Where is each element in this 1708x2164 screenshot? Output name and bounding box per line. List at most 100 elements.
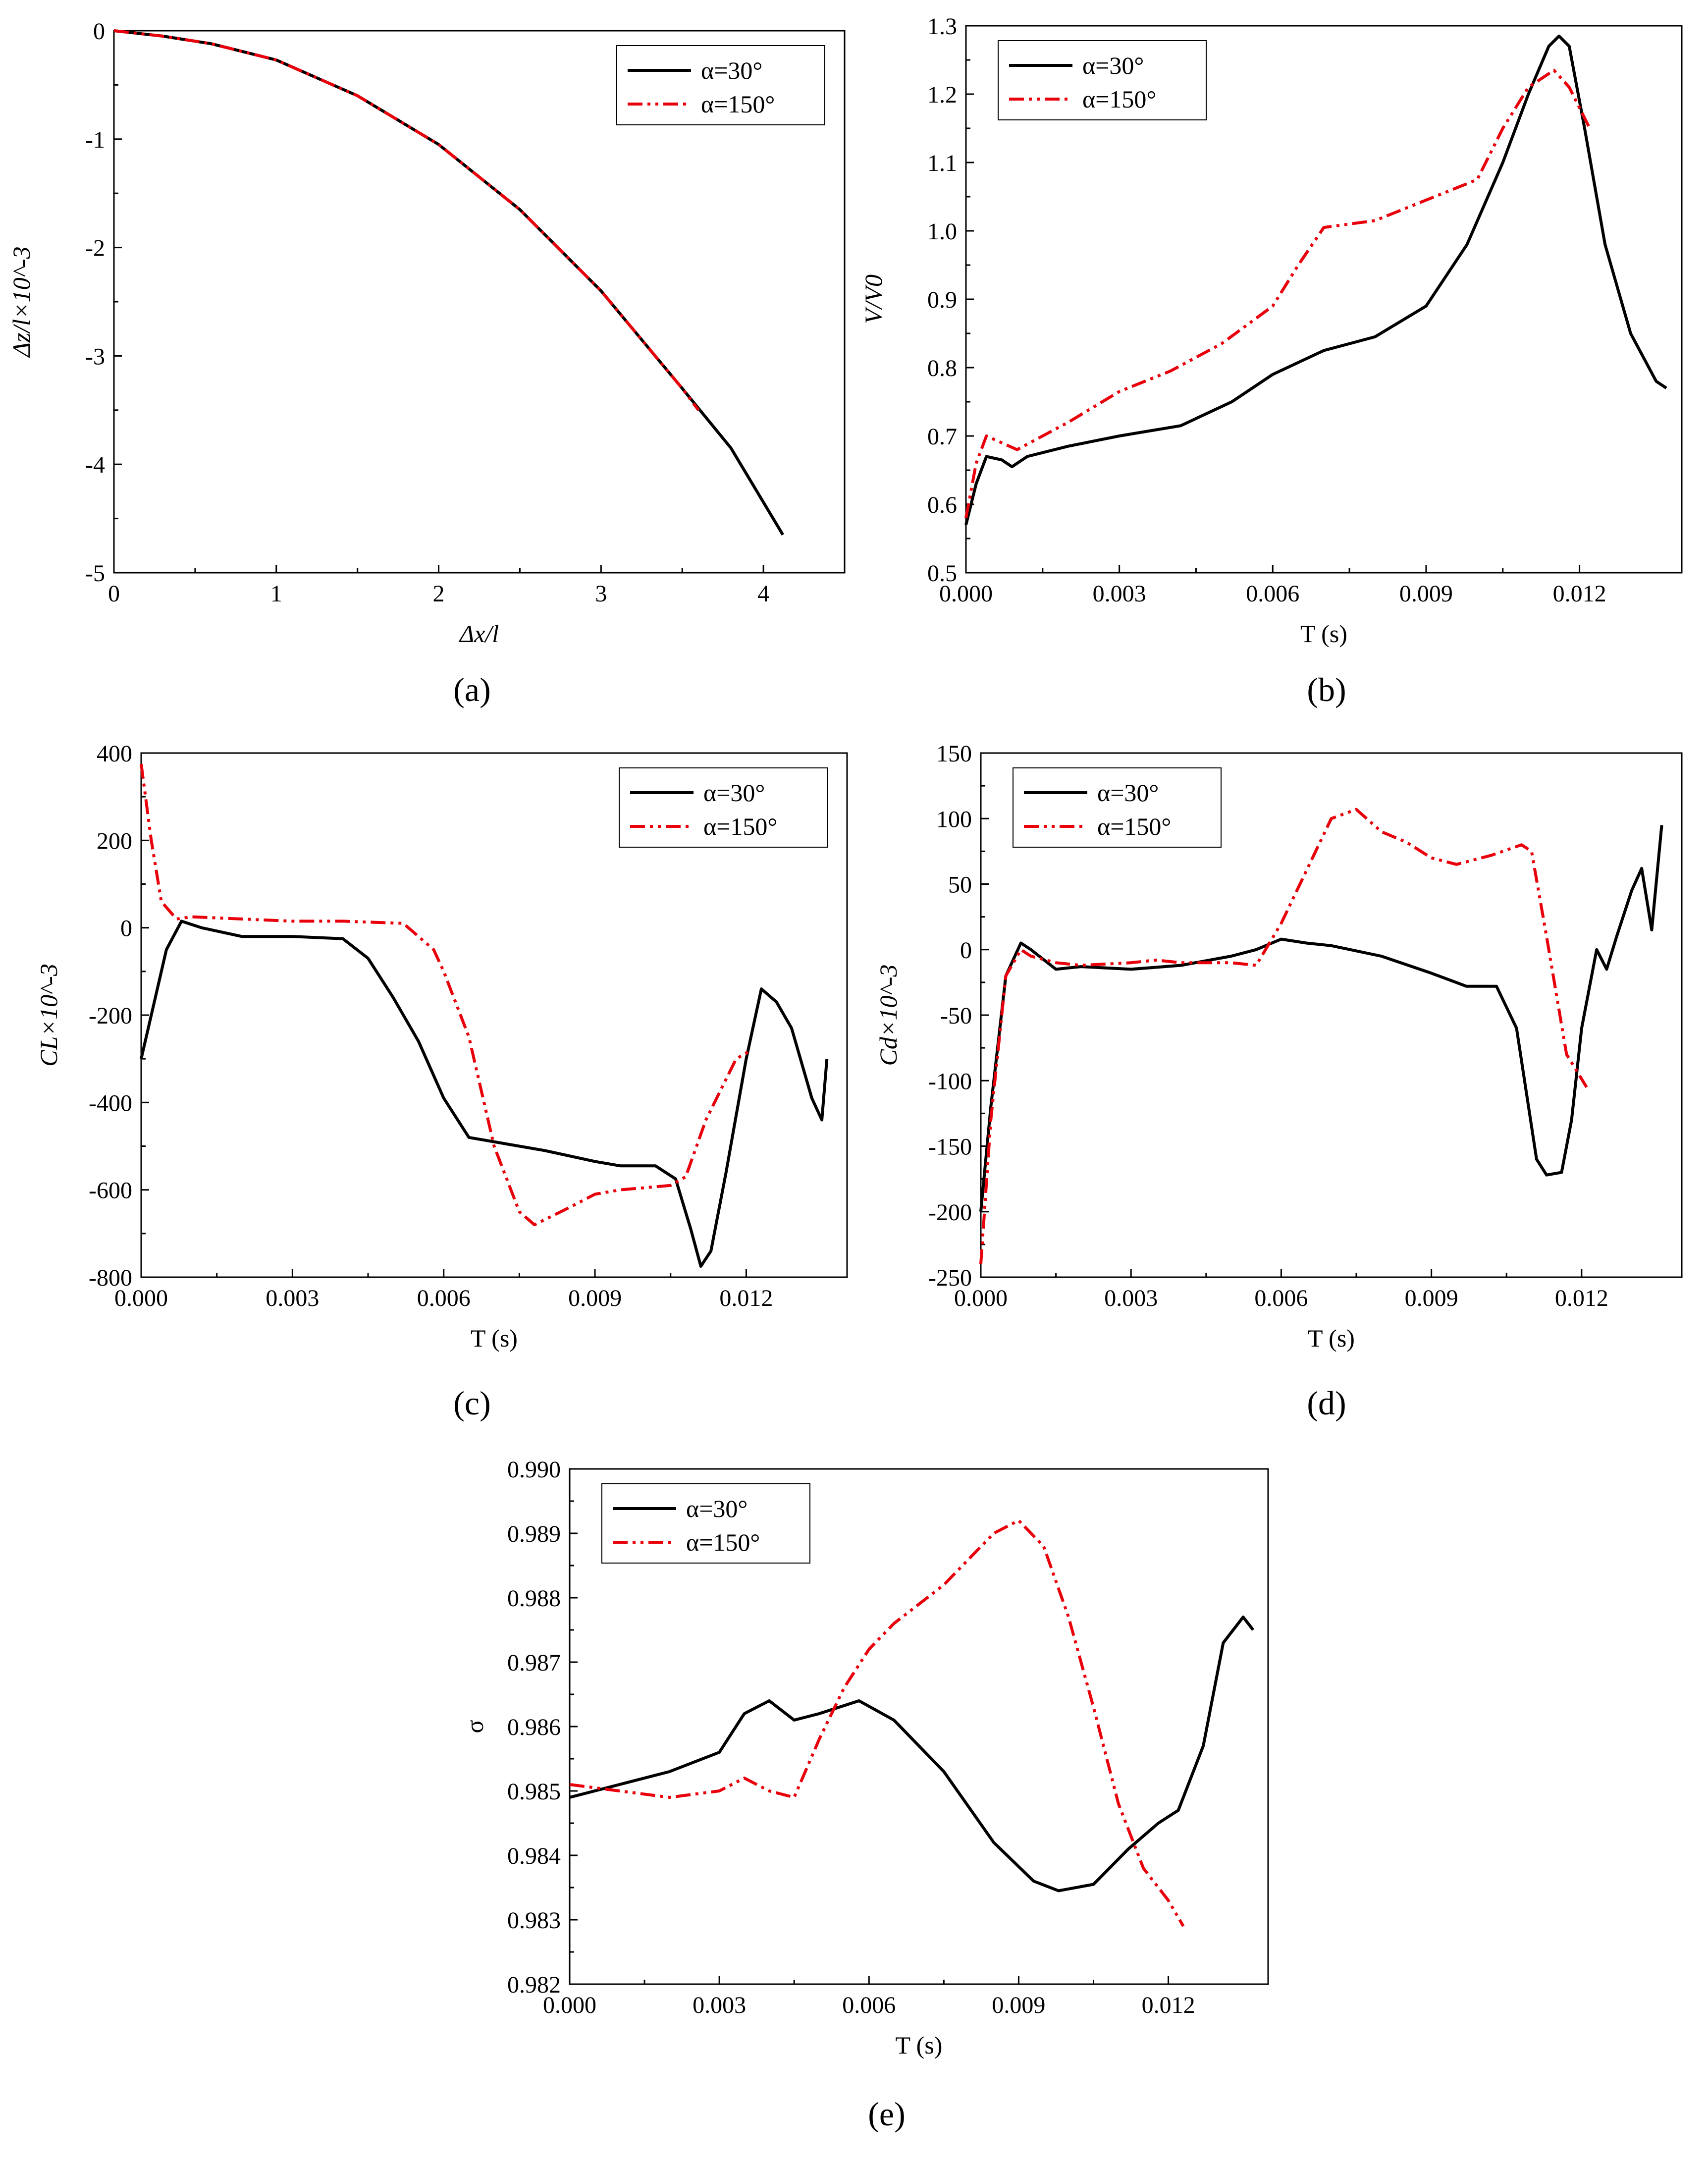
panel-label: (b) [1307, 671, 1346, 708]
y-tick-label: 0.985 [507, 1779, 561, 1805]
y-axis-label: σ [461, 1720, 488, 1733]
y-tick-label: -50 [940, 1003, 972, 1029]
y-tick-label: 1.1 [927, 150, 957, 176]
panel-label: (c) [453, 1384, 490, 1422]
series-line-alpha-150 [569, 1519, 1185, 1927]
y-tick-label: 0 [120, 916, 132, 942]
y-tick-label: -200 [89, 1003, 132, 1029]
y-axis-label: V/V0 [859, 274, 887, 324]
legend-label: α=150° [686, 1528, 760, 1556]
legend-label: α=150° [703, 812, 777, 840]
x-tick-label: 0.003 [1093, 581, 1146, 607]
series-line-alpha-30 [964, 34, 1667, 526]
y-tick-label: 0.987 [507, 1650, 561, 1676]
x-tick-label: 0.009 [568, 1285, 622, 1311]
y-tick-label: 1.3 [927, 13, 957, 40]
y-tick-label: 0.989 [507, 1521, 561, 1547]
y-tick-label: 0.982 [507, 1972, 561, 1998]
x-tick-label: 0.000 [114, 1285, 168, 1311]
y-tick-label: 200 [97, 828, 132, 854]
y-tick-label: -1 [85, 127, 105, 153]
y-tick-label: 150 [936, 741, 972, 767]
y-tick-label: 50 [948, 872, 972, 898]
x-tick-label: 0.000 [954, 1285, 1008, 1311]
x-tick-label: 0.006 [842, 1992, 896, 2018]
legend-label: α=30° [701, 56, 762, 84]
y-tick-label: 0.8 [927, 355, 957, 381]
series-line-alpha-150 [113, 29, 700, 411]
y-tick-label: 0 [93, 18, 105, 45]
x-tick-label: 0 [108, 581, 120, 607]
x-tick-label: 0.009 [1405, 1285, 1458, 1311]
y-tick-label: -600 [89, 1178, 132, 1204]
chart-panel-c: 0.000 0.003 0.006 0.009 0.012 400 200 0 -200 -400… [35, 741, 848, 1422]
chart-panel-d: 0.000 0.003 0.006 0.009 0.012 150 100 50 0 -50 -10… [874, 741, 1683, 1422]
x-tick-label: 0.006 [1254, 1285, 1308, 1311]
y-axis-label: Δz/l×10^-3 [7, 246, 35, 358]
x-axis-label: T (s) [1300, 620, 1347, 648]
legend-box [601, 1483, 810, 1564]
y-tick-label: 0.983 [507, 1907, 561, 1934]
legend: α=30° α=150° [616, 45, 825, 125]
y-tick-label: -250 [928, 1265, 972, 1291]
y-tick-label: -400 [89, 1090, 132, 1116]
y-tick-label: 0.988 [507, 1585, 561, 1612]
legend-label: α=30° [686, 1495, 747, 1522]
y-axis-label: Cd×10^-3 [874, 965, 902, 1066]
legend-label: α=30° [1097, 779, 1159, 807]
y-tick-label: 400 [97, 741, 132, 767]
y-tick-label: -100 [928, 1068, 972, 1094]
series-line-alpha-30 [979, 825, 1663, 1212]
panel-label: (e) [868, 2095, 905, 2133]
y-tick-label: 0.986 [507, 1714, 561, 1740]
legend-box [998, 40, 1207, 120]
y-tick-label: -3 [85, 343, 105, 370]
chart-panel-b: 0.000 0.003 0.006 0.009 0.012 0.5 0.6 0.7 0.8 0.9… [859, 13, 1683, 708]
legend: α=30° α=150° [1013, 767, 1222, 848]
legend-label: α=150° [1097, 812, 1171, 840]
y-tick-label: 0.5 [927, 560, 957, 587]
x-tick-label: 0.000 [543, 1992, 596, 2018]
y-tick-label: 0.984 [507, 1843, 561, 1869]
legend-label: α=30° [1082, 52, 1144, 79]
series-line-alpha-150 [140, 763, 752, 1227]
x-tick-label: 4 [757, 581, 769, 607]
y-tick-label: 1.0 [927, 218, 957, 245]
chart-panel-e: 0.000 0.003 0.006 0.009 0.012 0.982 0.983 0.984… [461, 1457, 1269, 2133]
x-tick-label: 0.006 [1246, 581, 1299, 607]
chart-panel-a: 0 1 2 3 4 0 -1 -2 -3 -4 -5 Δx/l Δz/l×10^-3 α=30° α=150… [7, 18, 846, 708]
x-tick-label: 0.012 [719, 1285, 773, 1311]
legend: α=30° α=150° [601, 1483, 810, 1564]
series-line-alpha-30 [569, 1616, 1255, 1893]
legend: α=30° α=150° [998, 40, 1207, 120]
series-line-alpha-30 [140, 920, 829, 1268]
legend-label: α=30° [703, 779, 765, 807]
x-tick-label: 0.000 [939, 581, 993, 607]
x-axis-label: T (s) [1308, 1324, 1355, 1352]
legend-box [616, 45, 825, 125]
y-axis-label: CL×10^-3 [35, 964, 62, 1067]
y-tick-label: 0.990 [507, 1457, 561, 1483]
x-axis-label: T (s) [471, 1324, 518, 1352]
x-tick-label: 0.006 [417, 1285, 471, 1311]
y-tick-label: 100 [936, 806, 972, 832]
y-tick-label: -5 [85, 560, 105, 587]
legend-label: α=150° [1082, 85, 1156, 113]
x-axis-label: Δx/l [459, 620, 499, 648]
x-tick-label: 0.012 [1553, 581, 1606, 607]
x-tick-label: 0.009 [992, 1992, 1045, 2018]
legend-label: α=150° [701, 90, 775, 118]
x-tick-label: 3 [595, 581, 607, 607]
x-tick-label: 0.009 [1399, 581, 1453, 607]
y-tick-label: -4 [85, 452, 105, 478]
x-tick-label: 0.003 [1104, 1285, 1158, 1311]
y-tick-label: -2 [85, 235, 105, 262]
y-tick-label: -200 [928, 1199, 972, 1226]
panel-label: (d) [1307, 1384, 1346, 1422]
legend-box [1013, 767, 1222, 848]
legend: α=30° α=150° [619, 767, 828, 848]
panel-label: (a) [453, 671, 490, 708]
y-tick-label: -800 [89, 1265, 132, 1291]
y-tick-label: -150 [928, 1134, 972, 1160]
y-tick-label: 1.2 [927, 82, 957, 108]
